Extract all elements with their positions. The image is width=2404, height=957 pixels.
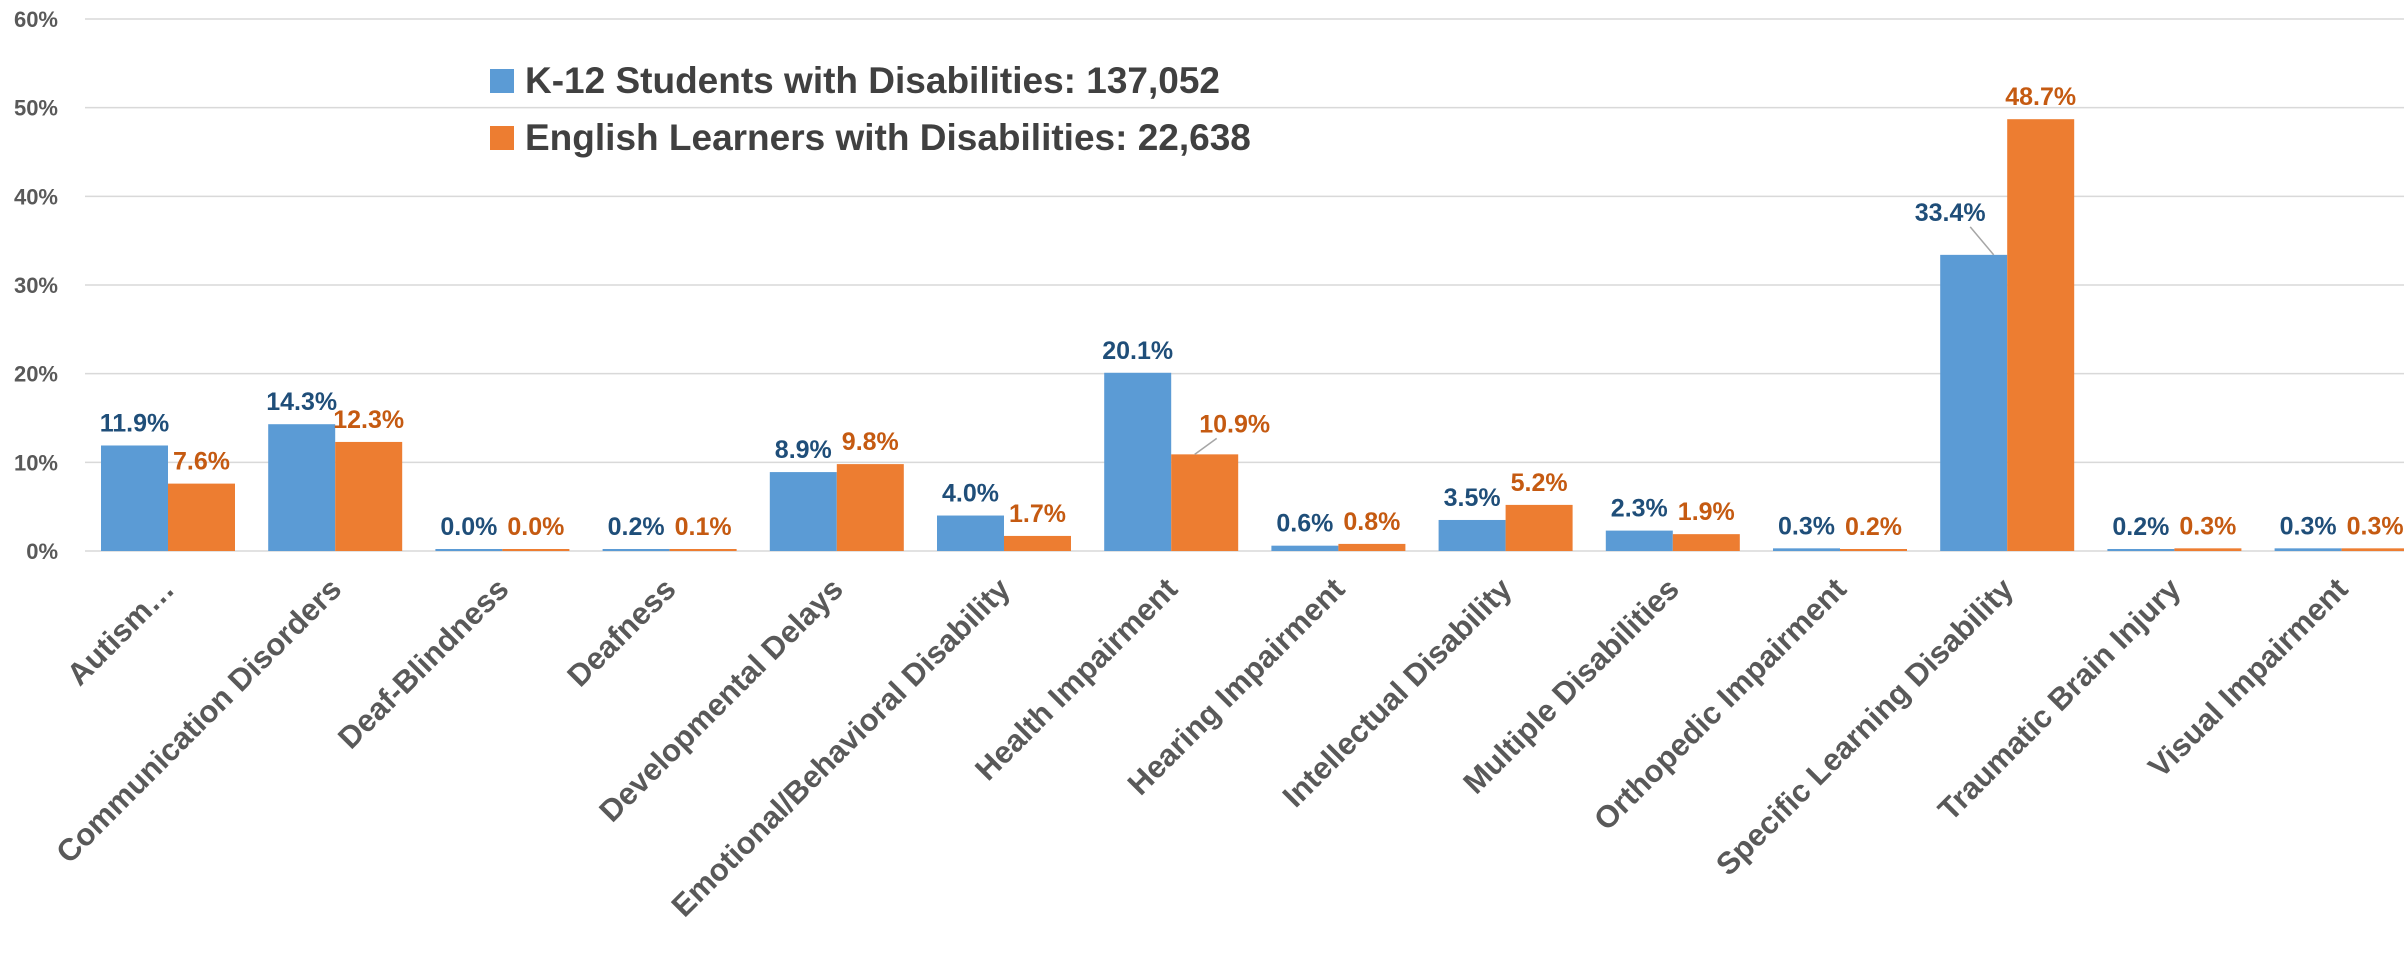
- legend-swatch: [490, 69, 514, 93]
- bar-k12-12: [2107, 549, 2175, 551]
- category-label: Specific Learning Disability: [1709, 571, 2021, 883]
- y-tick-label: 0%: [26, 539, 58, 564]
- data-label: 1.9%: [1678, 498, 1735, 526]
- data-label: 14.3%: [266, 388, 337, 416]
- y-tick-label: 10%: [14, 450, 58, 475]
- y-tick-label: 40%: [14, 184, 58, 209]
- x-axis: Autism…Communication DisordersDeaf-Blind…: [49, 571, 2354, 924]
- bar-el-1: [335, 441, 403, 551]
- data-label: 0.8%: [1343, 508, 1400, 536]
- category-label: Autism…: [60, 571, 181, 692]
- bar-k12-9: [1605, 530, 1673, 551]
- bar-k12-11: [1940, 254, 2008, 551]
- bar-el-7: [1338, 543, 1406, 551]
- y-tick-label: 60%: [14, 7, 58, 32]
- bar-el-5: [1004, 535, 1071, 551]
- bar-el-0: [168, 483, 235, 551]
- data-label: 7.6%: [173, 448, 230, 476]
- bars: [101, 119, 2404, 552]
- leader-lines: [1194, 226, 1995, 455]
- bar-k12-13: [2274, 548, 2342, 551]
- bar-el-10: [1840, 549, 1907, 551]
- y-tick-label: 30%: [14, 273, 58, 298]
- data-label: 20.1%: [1102, 337, 1173, 365]
- data-label: 4.0%: [942, 480, 999, 508]
- category-label: Deafness: [560, 571, 682, 693]
- data-label: 2.3%: [1611, 495, 1668, 523]
- data-label: 0.3%: [2280, 512, 2337, 540]
- bar-k12-5: [937, 515, 1004, 551]
- bar-el-3: [669, 549, 737, 551]
- legend: K-12 Students with Disabilities: 137,052…: [490, 60, 1251, 158]
- bar-el-13: [2341, 548, 2404, 551]
- bar-el-11: [2007, 119, 2075, 552]
- bar-k12-8: [1438, 519, 1506, 551]
- bar-el-6: [1171, 454, 1239, 551]
- data-label: 0.2%: [1845, 513, 1902, 541]
- y-tick-label: 50%: [14, 96, 58, 121]
- bar-k12-1: [268, 424, 336, 551]
- data-label: 0.3%: [1778, 512, 1835, 540]
- data-label: 48.7%: [2005, 83, 2076, 111]
- data-label: 1.7%: [1009, 500, 1066, 528]
- legend-swatch: [490, 126, 514, 150]
- data-label: 9.8%: [842, 428, 899, 456]
- bar-k12-10: [1773, 548, 1840, 551]
- data-label: 11.9%: [100, 409, 170, 437]
- bar-k12-4: [769, 472, 837, 551]
- bar-k12-3: [602, 549, 670, 551]
- bar-k12-7: [1271, 545, 1339, 551]
- bar-el-12: [2174, 548, 2242, 551]
- data-label: 8.9%: [775, 436, 832, 464]
- data-label: 10.9%: [1199, 410, 1270, 438]
- bar-el-4: [836, 464, 904, 551]
- category-label: Communication Disorders: [49, 571, 348, 870]
- data-label: 5.2%: [1511, 469, 1568, 497]
- y-axis: 0% 10% 20% 30% 40% 50% 60%: [14, 7, 58, 564]
- data-label: 12.3%: [333, 406, 404, 434]
- data-label: 0.2%: [2112, 513, 2169, 541]
- data-label: 0.0%: [507, 513, 564, 541]
- bar-el-2: [502, 549, 570, 551]
- data-label: 33.4%: [1915, 199, 1986, 227]
- bar-k12-0: [101, 445, 168, 551]
- data-label: 0.2%: [608, 513, 665, 541]
- y-tick-label: 20%: [14, 362, 58, 387]
- bar-el-8: [1505, 504, 1573, 551]
- bar-k12-6: [1104, 372, 1172, 551]
- data-labels: 11.9%7.6% 14.3%12.3% 0.0% 0.0% 0.2% 0.1% 8.9% 9…: [100, 83, 2404, 541]
- bar-k12-2: [435, 549, 503, 551]
- legend-label: English Learners with Disabilities: 22,6…: [525, 117, 1251, 158]
- data-label: 0.3%: [2347, 512, 2404, 540]
- legend-label: K-12 Students with Disabilities: 137,052: [525, 60, 1220, 101]
- leader-line: [1969, 226, 1995, 256]
- data-label: 0.1%: [675, 513, 732, 541]
- data-label: 3.5%: [1444, 484, 1501, 512]
- data-label: 0.0%: [440, 513, 497, 541]
- data-label: 0.3%: [2179, 512, 2236, 540]
- data-label: 0.6%: [1276, 510, 1333, 538]
- bar-el-9: [1672, 534, 1740, 551]
- category-label: Emotional/Behavioral Disability: [665, 571, 1018, 924]
- leader-line: [1194, 437, 1218, 455]
- category-label: Deaf-Blindness: [331, 571, 515, 755]
- gridlines: [85, 18, 2404, 552]
